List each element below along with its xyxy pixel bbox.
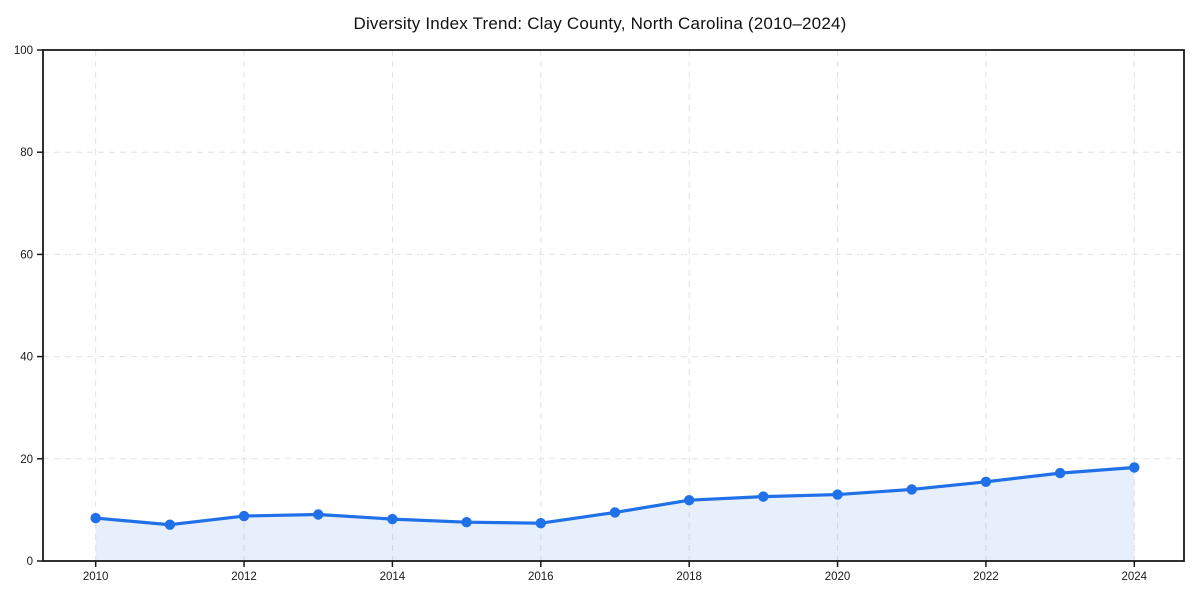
data-point [683, 494, 695, 506]
x-tick-label: 2012 [231, 571, 257, 583]
y-tick-label: 0 [27, 556, 33, 568]
y-tick-label: 60 [20, 249, 33, 261]
y-tick-label: 40 [20, 352, 33, 364]
plot-background [43, 50, 1184, 561]
data-point [1129, 462, 1140, 473]
y-tick-label: 80 [20, 147, 33, 159]
x-tick-label: 2020 [825, 571, 851, 583]
data-point [906, 484, 917, 495]
data-point [238, 510, 250, 522]
x-tick-label: 2024 [1121, 571, 1147, 583]
data-point [832, 489, 843, 500]
x-tick-label: 2022 [973, 571, 999, 583]
x-tick-label: 2010 [83, 571, 109, 583]
data-point [609, 507, 621, 518]
data-point [313, 509, 324, 520]
data-point [1054, 467, 1066, 479]
data-point [164, 519, 176, 530]
x-tick-label: 2014 [380, 571, 406, 583]
data-point [387, 513, 398, 525]
data-point [758, 491, 769, 502]
data-point [980, 476, 992, 487]
y-tick-label: 20 [20, 454, 33, 466]
y-tick-label: 100 [14, 45, 33, 57]
axis-frame [42, 49, 1185, 562]
data-point [535, 517, 546, 529]
data-point [90, 512, 101, 524]
x-tick-label: 2018 [676, 571, 702, 583]
x-tick-label: 2016 [528, 571, 554, 583]
data-point [461, 516, 472, 528]
chart-title: Diversity Index Trend: Clay County, Nort… [353, 14, 847, 33]
